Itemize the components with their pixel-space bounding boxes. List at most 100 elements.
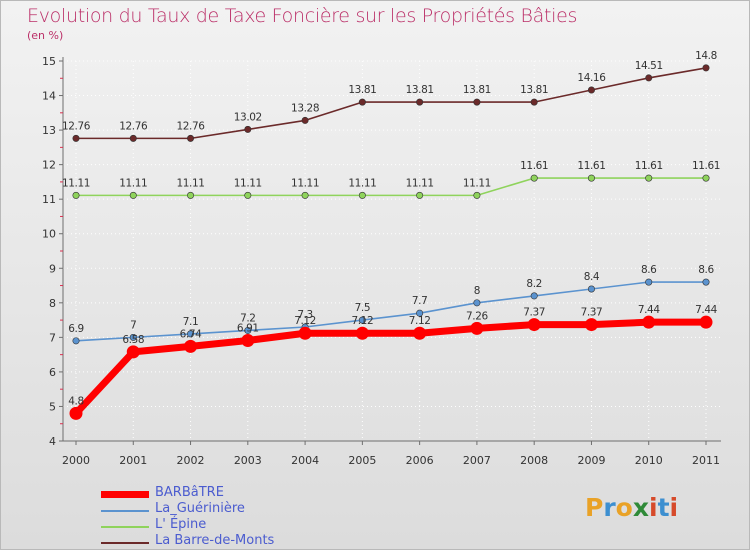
logo-letter: P [585,493,604,522]
data-point [587,86,595,94]
proxiti-logo: Proxiti [585,493,678,522]
x-tick-label: 2005 [348,454,376,467]
data-label: 11.61 [520,160,548,172]
data-point [358,316,366,324]
data-point [470,321,484,335]
data-label: 11.11 [234,177,262,189]
y-tick-label: 6 [49,366,56,379]
data-point [699,315,713,329]
data-label: 6.91 [237,322,259,334]
x-tick-label: 2009 [577,454,605,467]
data-point [473,98,481,106]
x-tick-label: 2008 [520,454,548,467]
y-tick-label: 11 [42,193,56,206]
data-label: 11.61 [577,160,605,172]
data-label: 8.2 [526,278,542,290]
data-point [129,333,137,341]
data-label: 12.76 [119,120,148,132]
data-point [413,326,427,340]
data-point [473,299,481,307]
data-point [530,292,538,300]
legend-swatch [101,510,149,512]
data-point [358,98,366,106]
x-tick-label: 2003 [234,454,262,467]
data-label: 13.81 [406,84,434,96]
data-label: 8.4 [584,271,600,283]
data-label: 11.11 [291,177,319,189]
data-point [244,191,252,199]
data-point [416,191,424,199]
data-label: 7.5 [355,302,371,314]
logo-letter: t [657,493,670,522]
data-point [645,74,653,82]
data-point [69,406,83,420]
y-axis-unit-label: (en %) [27,29,64,42]
y-tick-label: 13 [42,124,56,137]
data-label: 7.12 [351,315,373,327]
x-tick-label: 2007 [463,454,491,467]
y-tick-label: 7 [49,331,56,344]
data-point [301,116,309,124]
data-label: 12.76 [62,120,91,132]
series-line-2 [75,177,707,197]
data-label: 4.8 [68,395,84,407]
data-point [416,309,424,317]
legend-item: La_Guérinière [101,501,361,518]
data-label: 8.6 [641,264,657,276]
y-tick-label: 8 [49,297,56,310]
data-point [645,278,653,286]
legend-swatch [101,491,149,498]
legend-item: La Barre-de-Monts [101,533,361,550]
logo-letter: r [603,493,616,522]
data-label: 11.11 [119,177,147,189]
data-point [473,191,481,199]
logo-letter: i [649,493,658,522]
data-label: 7.44 [695,304,717,316]
data-point [72,191,80,199]
data-label: 11.61 [692,160,720,172]
data-point [355,326,369,340]
legend: BARBâTRE La_Guérinière L' Épine La Barre-de… [101,485,361,550]
data-point [702,174,710,182]
data-point [416,98,424,106]
data-point [301,191,309,199]
data-label: 14.51 [635,60,663,72]
data-point [584,318,598,332]
x-tick-label: 2000 [62,454,90,467]
x-tick-label: 2011 [692,454,720,467]
legend-item: L' Épine [101,517,361,534]
data-point [530,174,538,182]
data-point [72,134,80,142]
y-tick-label: 5 [49,400,56,413]
data-label: 6.58 [122,334,144,346]
data-point [126,345,140,359]
data-point [702,278,710,286]
data-label: 7.7 [412,295,428,307]
data-point [358,191,366,199]
data-point [184,339,198,353]
legend-label: La_Guérinière [155,501,245,516]
data-label: 11.11 [463,177,491,189]
data-label: 7.37 [523,307,545,319]
logo-letter: i [669,493,679,522]
x-tick-label: 2006 [406,454,434,467]
series-line-0 [72,318,710,417]
chart-title: Evolution du Taux de Taxe Foncière sur l… [27,5,578,27]
data-label: 8.6 [698,264,714,276]
data-point [187,191,195,199]
data-label: 13.81 [463,84,491,96]
data-label: 7.2 [240,312,256,324]
data-label: 11.61 [635,160,663,172]
data-point [527,318,541,332]
data-point [587,285,595,293]
data-point [244,326,252,334]
data-label: 7.3 [297,309,313,321]
x-tick-label: 2001 [119,454,147,467]
data-point [587,174,595,182]
legend-swatch [101,542,149,544]
y-tick-label: 12 [42,159,56,172]
legend-label: BARBâTRE [155,485,224,500]
data-label: 7.12 [409,315,431,327]
data-label: 11.11 [348,177,376,189]
